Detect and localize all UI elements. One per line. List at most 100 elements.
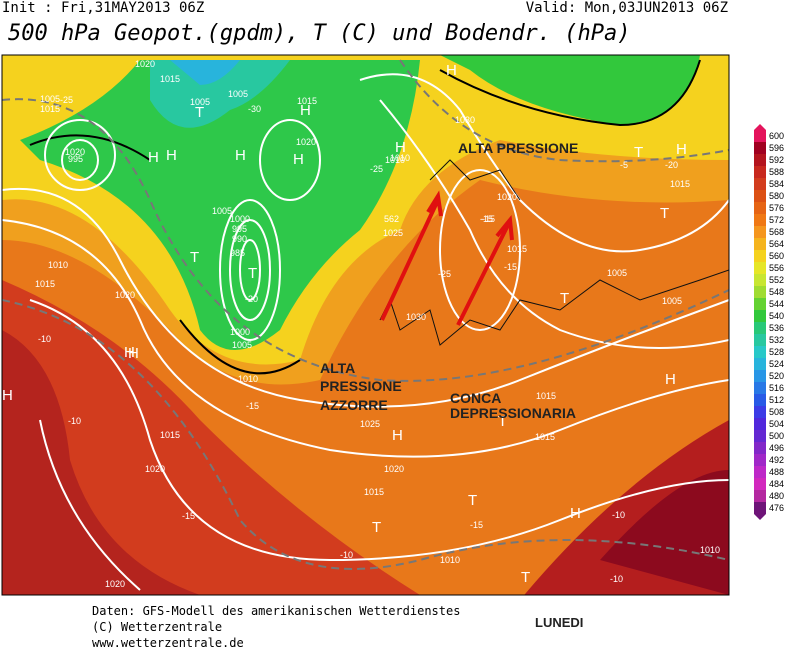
pressure-center: T — [560, 290, 569, 307]
contour-label: -30 — [248, 104, 261, 114]
map-title: 500 hPa Geopot.(gpdm), T (C) und Bodendr… — [8, 21, 631, 46]
colorbar-label: 544 — [769, 299, 784, 309]
colorbar-label: 508 — [769, 407, 784, 417]
colorbar-swatch — [754, 202, 766, 214]
pressure-center: H — [392, 427, 403, 444]
contour-label: -25 — [370, 164, 383, 174]
colorbar-label: 516 — [769, 383, 784, 393]
contour-label: 1015 — [40, 104, 60, 114]
annotation: AZZORRE — [320, 397, 388, 413]
contour-label: 1015 — [507, 244, 527, 254]
pressure-center: T — [498, 413, 507, 430]
colorbar-tip — [754, 124, 766, 130]
colorbar-label: 496 — [769, 443, 784, 453]
colorbar-label: 580 — [769, 191, 784, 201]
colorbar-swatch — [754, 454, 766, 466]
colorbar-label: 484 — [769, 479, 784, 489]
contour-label: 562 — [384, 214, 399, 224]
contour-label: 1015 — [364, 487, 384, 497]
contour-label: 1005 — [40, 94, 60, 104]
colorbar-swatch — [754, 190, 766, 202]
annotation: DEPRESSIONARIA — [450, 405, 576, 421]
colorbar-swatch — [754, 130, 766, 142]
pressure-center: T — [190, 249, 199, 266]
pressure-center: H — [148, 149, 159, 166]
contour-label: -10 — [68, 416, 81, 426]
annotation: ALTA — [320, 360, 355, 376]
annotation: ALTA PRESSIONE — [458, 140, 578, 156]
colorbar-swatch — [754, 214, 766, 226]
contour-label: 1020 — [384, 464, 404, 474]
annotation: CONCA — [450, 390, 501, 406]
contour-label: -20 — [245, 294, 258, 304]
colorbar-swatch — [754, 406, 766, 418]
contour-label: 1005 — [190, 97, 210, 107]
colorbar-label: 492 — [769, 455, 784, 465]
contour-label: -25 — [438, 269, 451, 279]
contour-label: 1005 — [212, 206, 232, 216]
colorbar-tip — [754, 514, 766, 520]
colorbar-label: 600 — [769, 131, 784, 141]
contour-label: 1015 — [670, 179, 690, 189]
colorbar-label: 504 — [769, 419, 784, 429]
contour-label: 1020 — [115, 290, 135, 300]
pressure-center: H — [300, 102, 311, 119]
valid-time: Valid: Mon,03JUN2013 06Z — [526, 0, 728, 16]
colorbar-swatch — [754, 334, 766, 346]
contour-label: 1020 — [145, 464, 165, 474]
contour-label: -10 — [612, 510, 625, 520]
colorbar-label: 524 — [769, 359, 784, 369]
contour-label: -5 — [620, 160, 628, 170]
pressure-center: H — [446, 62, 457, 79]
contour-label: 1005 — [607, 268, 627, 278]
contour-label: 1020 — [296, 137, 316, 147]
contour-label: 985 — [230, 248, 245, 258]
colorbar-label: 568 — [769, 227, 784, 237]
pressure-center: T — [521, 569, 530, 586]
contour-label: -15 — [182, 511, 195, 521]
colorbar-label: 564 — [769, 239, 784, 249]
contour-label: -15 — [482, 214, 495, 224]
colorbar: 600 596 592 588 584 580 576 572 568 564 560 556 552 5… — [754, 124, 784, 520]
contour-label: 1030 — [406, 312, 426, 322]
pressure-center: H — [2, 387, 13, 404]
colorbar-swatch — [754, 442, 766, 454]
colorbar-label: 536 — [769, 323, 784, 333]
contour-label: 1010 — [440, 555, 460, 565]
pressure-center: T — [372, 519, 381, 536]
colorbar-swatch — [754, 430, 766, 442]
footer-line: (C) Wetterzentrale — [92, 620, 222, 634]
contour-label: 1015 — [35, 279, 55, 289]
contour-label: -10 — [340, 550, 353, 560]
colorbar-swatch — [754, 322, 766, 334]
colorbar-swatch — [754, 310, 766, 322]
colorbar-swatch — [754, 178, 766, 190]
colorbar-swatch — [754, 346, 766, 358]
contour-label: 995 — [68, 154, 83, 164]
contour-label: 1025 — [360, 419, 380, 429]
day-label: LUNEDI — [535, 615, 583, 630]
contour-label: 1015 — [160, 74, 180, 84]
pressure-center: T — [468, 492, 477, 509]
contour-label: 1020 — [65, 147, 85, 157]
colorbar-swatch — [754, 394, 766, 406]
colorbar-label: 540 — [769, 311, 784, 321]
colorbar-label: 572 — [769, 215, 784, 225]
pressure-center: H — [395, 139, 406, 156]
contour-label: -15 — [246, 401, 259, 411]
colorbar-label: 576 — [769, 203, 784, 213]
footer-line: www.wetterzentrale.de — [92, 636, 244, 648]
colorbar-label: 592 — [769, 155, 784, 165]
pressure-center: H — [570, 505, 581, 522]
contour-label: 1005 — [232, 340, 252, 350]
contour-label: 1010 — [238, 374, 258, 384]
contour-label: 1000 — [230, 327, 250, 337]
colorbar-label: 552 — [769, 275, 784, 285]
colorbar-label: 588 — [769, 167, 784, 177]
colorbar-swatch — [754, 250, 766, 262]
contour-label: 1010 — [48, 260, 68, 270]
colorbar-label: 512 — [769, 395, 784, 405]
init-time: Init : Fri,31MAY2013 06Z — [2, 0, 204, 16]
